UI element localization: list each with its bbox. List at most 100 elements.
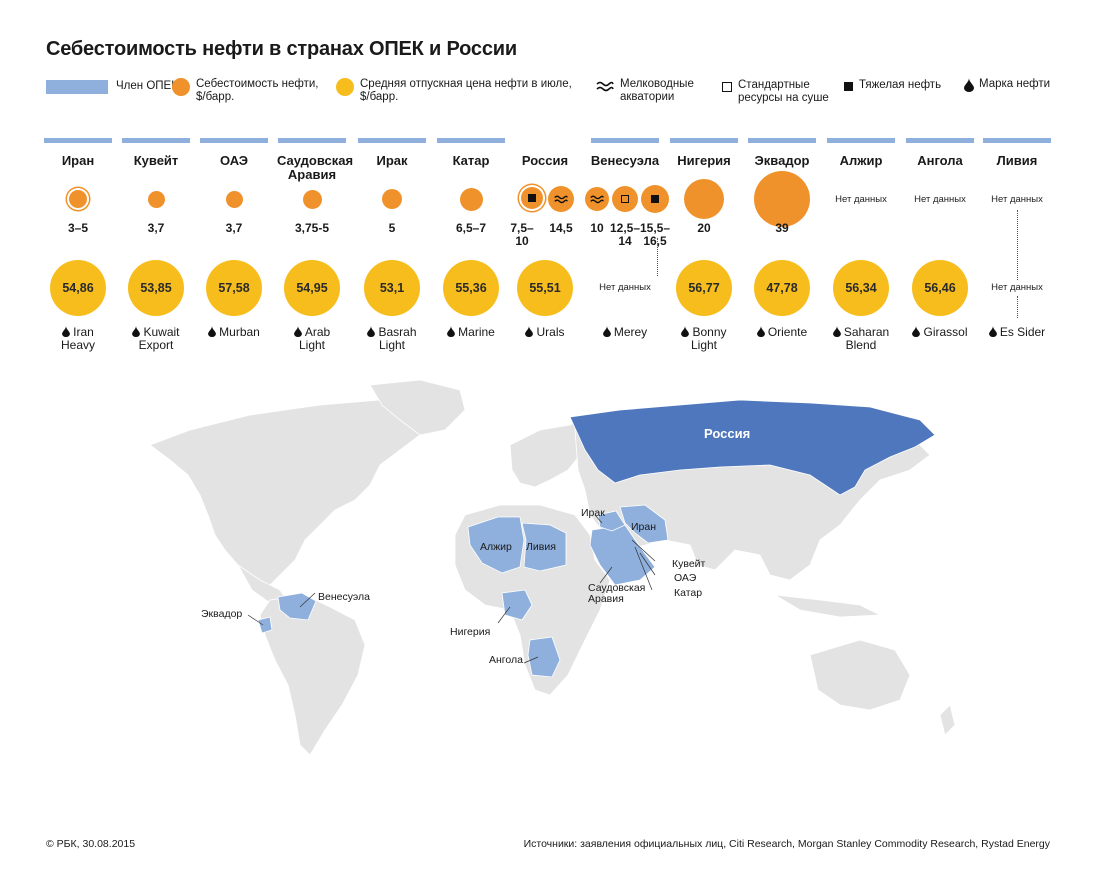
legend: Член ОПЕК Себестоимость нефти, $/барр. С… xyxy=(0,78,1100,108)
price-circle: 53,85 xyxy=(128,260,184,316)
price-circle-icon xyxy=(336,78,354,96)
legend-opec: Член ОПЕК xyxy=(46,80,178,94)
opec-member-bar xyxy=(122,138,190,143)
opec-member-bar xyxy=(437,138,505,143)
cost-value: 39 xyxy=(775,221,789,235)
legend-opec-label: Член ОПЕК xyxy=(116,80,178,92)
legend-grade-label: Марка нефти xyxy=(979,78,1051,90)
cost-value: 6,5–7 xyxy=(455,221,487,235)
map-label-algeria: Алжир xyxy=(480,541,512,553)
map-label-libya: Ливия xyxy=(526,541,556,553)
north-america-land xyxy=(149,399,441,586)
map-label-ecuador: Эквадор xyxy=(201,608,243,620)
grade-name: Iran Heavy xyxy=(60,325,95,352)
country-name: Ливия xyxy=(996,153,1038,168)
nigeria-region xyxy=(501,589,533,621)
oil-drop-icon xyxy=(988,326,997,337)
country-name: Россия xyxy=(521,153,569,168)
waves-icon xyxy=(554,195,568,204)
cost-circle xyxy=(754,171,810,227)
oil-drop-icon xyxy=(602,326,611,337)
oil-drop-icon xyxy=(964,78,974,92)
saudi-leader xyxy=(599,566,613,584)
cost-value-3: 15,5– 16,5 xyxy=(639,221,671,248)
square-outline-icon xyxy=(722,82,732,92)
iraq-leader xyxy=(594,514,603,524)
cost-circle-icon xyxy=(172,78,190,96)
map-label-iran: Иран xyxy=(631,521,657,533)
cost-circle xyxy=(69,190,87,208)
map-label-venezuela: Венесуэла xyxy=(318,591,370,603)
opec-swatch xyxy=(46,80,108,94)
price-circle: 56,77 xyxy=(676,260,732,316)
cost-value: 10 xyxy=(590,221,604,235)
indonesia-land xyxy=(774,594,882,618)
opec-member-bar xyxy=(591,138,659,143)
algeria-region xyxy=(467,516,525,574)
square-outline-icon xyxy=(621,195,629,203)
grade-name: Bonny Light xyxy=(690,325,727,352)
price-circle: 47,78 xyxy=(754,260,810,316)
grade-label: Iran Heavy xyxy=(38,326,118,352)
legend-heavy: Тяжелая нефть xyxy=(844,79,942,92)
qatar-leader xyxy=(634,546,653,591)
cost-circle xyxy=(225,190,243,208)
nigeria-leader xyxy=(497,606,511,624)
opec-member-bar xyxy=(748,138,816,143)
cost-circle-shallow xyxy=(548,186,574,212)
waves-icon xyxy=(590,195,604,204)
price-circle: 54,95 xyxy=(284,260,340,316)
iraq-region xyxy=(597,510,626,532)
waves-icon xyxy=(596,81,614,92)
country-name: Венесуэла xyxy=(590,153,660,168)
country-name: Эквадор xyxy=(754,153,810,168)
legend-cost: Себестоимость нефти, $/барр. xyxy=(172,78,318,104)
map-label-angola: Ангола xyxy=(489,654,523,666)
sources-label: Источники: xyxy=(523,838,578,850)
saudi-region xyxy=(589,524,656,586)
price-nodata: Нет данных xyxy=(991,282,1043,293)
opec-member-bar xyxy=(358,138,426,143)
sources-text: заявления официальных лиц, Citi Research… xyxy=(580,838,1050,850)
legend-price-label: Средняя отпускная цена нефти в июле, $/б… xyxy=(360,78,572,103)
oil-drop-icon xyxy=(208,326,217,337)
venezuela-region xyxy=(277,592,317,621)
dotted-connector xyxy=(1017,296,1018,318)
grade-label: Murban xyxy=(194,326,274,339)
oil-drop-icon xyxy=(293,326,302,337)
grade-label: Bonny Light xyxy=(664,326,744,352)
grade-name: Marine xyxy=(458,325,495,339)
map-label-saudi: Саудовская Аравия xyxy=(588,582,646,605)
legend-heavy-label: Тяжелая нефть xyxy=(859,79,942,91)
square-filled-icon xyxy=(844,82,853,91)
price-nodata: Нет данных xyxy=(599,282,651,293)
chart-title: Себестоимость нефти в странах ОПЕК и Рос… xyxy=(46,38,517,60)
cost-nodata: Нет данных xyxy=(835,194,887,205)
grade-name: Arab Light xyxy=(298,325,331,352)
new-zealand-land xyxy=(939,704,956,736)
europe-land xyxy=(509,414,591,488)
grade-label: Merey xyxy=(585,326,665,339)
country-name: Алжир xyxy=(839,153,883,168)
grade-name: Girassol xyxy=(923,325,968,339)
country-name: Нигерия xyxy=(677,153,731,168)
oil-drop-icon xyxy=(367,326,376,337)
venezuela-leader xyxy=(299,592,316,608)
ecuador-leader xyxy=(247,614,264,626)
legend-grade: Марка нефти xyxy=(964,78,1050,92)
oil-drop-icon xyxy=(525,326,534,337)
price-circle: 54,86 xyxy=(50,260,106,316)
grade-name: Kuwait Export xyxy=(138,325,180,352)
opec-member-bar xyxy=(200,138,268,143)
grade-label: Girassol xyxy=(900,326,980,339)
cost-value: 5 xyxy=(388,221,396,235)
cost-circle xyxy=(147,190,165,208)
grade-label: Kuwait Export xyxy=(116,326,196,352)
opec-member-bar xyxy=(670,138,738,143)
grade-name: Merey xyxy=(613,325,648,339)
country-name: Кувейт xyxy=(133,153,179,168)
cost-circle xyxy=(302,189,322,209)
grade-name: Oriente xyxy=(767,325,808,339)
price-circle: 56,46 xyxy=(912,260,968,316)
legend-standard: Стандартные ресурсы на суше xyxy=(722,79,829,105)
